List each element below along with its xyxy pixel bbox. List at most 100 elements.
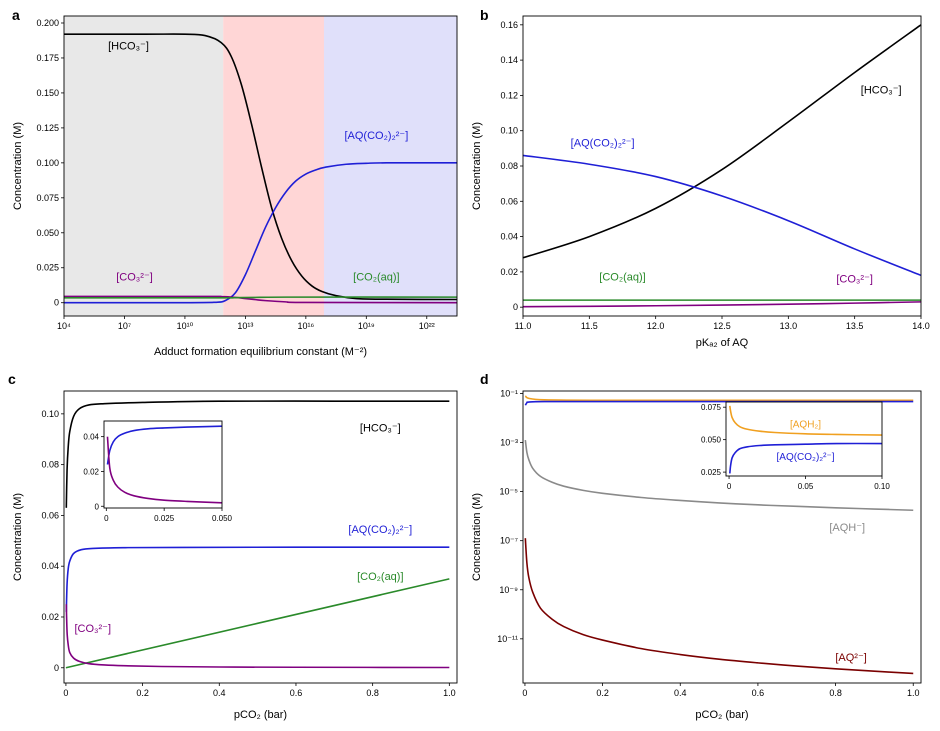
series-HCO3 [522, 24, 922, 259]
b-ytick-label: 0.14 [500, 55, 518, 65]
series-AQ(CO2)2 [524, 400, 914, 406]
d-inset-ytick-label: 0.075 [701, 403, 722, 412]
c-ytick-label: 0.02 [41, 612, 59, 622]
b-ytick-label: 0.16 [500, 20, 518, 30]
d-xtick-label: 0.2 [596, 688, 609, 698]
d-ytick-label: 10⁻⁹ [499, 585, 518, 595]
series-AQ(CO2)2 [522, 154, 922, 277]
d-inset-xtick-label: 0.05 [798, 482, 814, 491]
b-xtick-label: 13.5 [846, 321, 864, 331]
inset-series-CO3 [106, 436, 223, 504]
a-xtick-label: 10⁷ [118, 321, 131, 331]
d-ytick-label: 10⁻⁷ [500, 536, 518, 546]
d-inset-ytick-label: 0.050 [701, 436, 722, 445]
a-frame [63, 15, 458, 317]
a-ytick-label: 0.125 [36, 123, 59, 133]
annotation: [AQ(CO₂)₂²⁻] [348, 524, 412, 536]
d-ylabel: Concentration (M) [471, 493, 483, 581]
series-HCO3 [63, 33, 458, 301]
a-ytick-label: 0.150 [36, 88, 59, 98]
annotation: [AQ(CO₂)₂²⁻] [571, 138, 635, 150]
b-xtick-label: 12.5 [713, 321, 731, 331]
a-ytick-label: 0.175 [36, 53, 59, 63]
b-ytick-label: 0.04 [500, 232, 518, 242]
d-ytick-label: 10⁻³ [500, 438, 518, 448]
series-CO2aq [65, 578, 450, 669]
d-inset-ytick-label: 0.025 [701, 468, 722, 477]
c-inset-ytick-label: 0.04 [83, 433, 99, 442]
series-AQ(CO2)2 [63, 162, 458, 304]
panel-c: c 0 0.2 0.4 0.6 0.8 1.0 0 0.02 0.04 0.06 0.08 0.10 [… [8, 371, 458, 721]
d-ytick-label: 10⁻¹ [500, 388, 518, 398]
a-ytick-label: 0.025 [36, 263, 59, 273]
panel-letter-d: d [480, 371, 489, 387]
c-ylabel: Concentration (M) [12, 493, 24, 581]
panel-d: d 0 0.2 0.4 0.6 0.8 1.0 10⁻¹ 10⁻³ 10⁻⁵ 10⁻⁷ 10⁻⁹ 10… [471, 371, 922, 721]
c-inset-ytick-label: 0.02 [83, 467, 99, 476]
b-xtick-label: 14.0 [912, 321, 930, 331]
d-inset-frame [725, 401, 883, 477]
b-ylabel: Concentration (M) [471, 122, 483, 210]
annotation: [CO₃²⁻] [74, 623, 111, 635]
series-HCO3 [65, 400, 450, 508]
inset-c-bg [104, 421, 222, 508]
a-ytick-label: 0 [54, 298, 59, 308]
b-frame [522, 15, 922, 317]
chart-a: 10⁴ 10⁷ 10¹⁰ 10¹³ 10¹⁶ 10¹⁹ 10²² 0 0.025 0.050 0.0… [12, 15, 458, 358]
a-xtick-label: 10¹³ [237, 321, 253, 331]
shaded-region [323, 16, 457, 316]
d-inset-xtick-label: 0.10 [874, 482, 890, 491]
a-ylabel: Concentration (M) [12, 122, 24, 210]
b-xtick-label: 11.5 [581, 321, 598, 331]
d-frame [522, 390, 922, 684]
series-CO3 [63, 295, 458, 304]
d-xtick-label: 0.4 [674, 688, 687, 698]
c-inset-xtick-label: 0.050 [212, 514, 233, 523]
c-ytick-label: 0.06 [41, 510, 59, 520]
d-xtick-label: 0 [522, 688, 527, 698]
inset-d-bg [726, 402, 882, 476]
c-xtick-label: 0.6 [290, 688, 303, 698]
chart-d: 0 0.2 0.4 0.6 0.8 1.0 10⁻¹ 10⁻³ 10⁻⁵ 10⁻⁷ 10⁻⁹ 10⁻¹… [471, 388, 922, 721]
shaded-region [223, 16, 324, 316]
d-xtick-label: 0.6 [752, 688, 765, 698]
d-inset-xtick-label: 0 [727, 482, 732, 491]
b-ytick-label: 0.12 [500, 90, 518, 100]
annotation: [CO₂(aq)] [357, 571, 403, 583]
annotation: [CO₃²⁻] [836, 273, 873, 285]
a-ytick-label: 0.200 [36, 18, 59, 28]
series-AQ(CO2)2 [65, 546, 450, 612]
a-xtick-label: 10²² [419, 321, 435, 331]
c-frame [63, 390, 458, 684]
b-ytick-label: 0 [513, 302, 518, 312]
inset-d: 0 0.05 0.10 0.025 0.050 0.075 [AQH₂] [AQ(CO₂)₂²… [701, 401, 890, 491]
d-xtick-label: 1.0 [907, 688, 920, 698]
b-xtick-label: 11.0 [515, 321, 532, 331]
a-ytick-label: 0.100 [36, 158, 59, 168]
annotation: [AQ²⁻] [835, 652, 866, 664]
c-xtick-label: 0.2 [136, 688, 149, 698]
c-xtick-label: 0.4 [213, 688, 226, 698]
c-xtick-label: 0.8 [366, 688, 379, 698]
chart-b: 11.0 11.5 12.0 12.5 13.0 13.5 14.0 0 0.02 0.04 0.0… [471, 15, 930, 349]
series-AQH [524, 439, 914, 512]
series-CO3 [65, 604, 450, 669]
inset-c: 0 0.025 0.050 0 0.02 0.04 [83, 420, 233, 523]
annotation: [CO₂(aq)] [599, 272, 645, 284]
panel-a: a 10⁴ 10⁷ 10¹⁰ 10¹³ 10¹⁶ 10¹⁹ 10²² 0 0.025 0.050 0… [12, 7, 458, 358]
c-ytick-label: 0.04 [41, 561, 59, 571]
c-inset-frame [103, 420, 223, 509]
c-ytick-label: 0 [54, 663, 59, 673]
c-xtick-label: 0 [63, 688, 68, 698]
a-xtick-label: 10¹⁶ [297, 321, 314, 331]
panel-b: b 11.0 11.5 12.0 12.5 13.0 13.5 14.0 0 0.02 0.04 0… [471, 7, 930, 349]
series-AQH2 [524, 395, 914, 402]
annotation: [HCO₃⁻] [861, 85, 902, 97]
d-ytick-label: 10⁻⁵ [500, 487, 519, 497]
inset-series-AQ(CO2)2 [106, 425, 223, 465]
d-xtick-label: 0.8 [829, 688, 842, 698]
c-inset-xtick-label: 0.025 [154, 514, 175, 523]
series-AQ [524, 538, 914, 675]
b-xtick-label: 12.0 [647, 321, 665, 331]
